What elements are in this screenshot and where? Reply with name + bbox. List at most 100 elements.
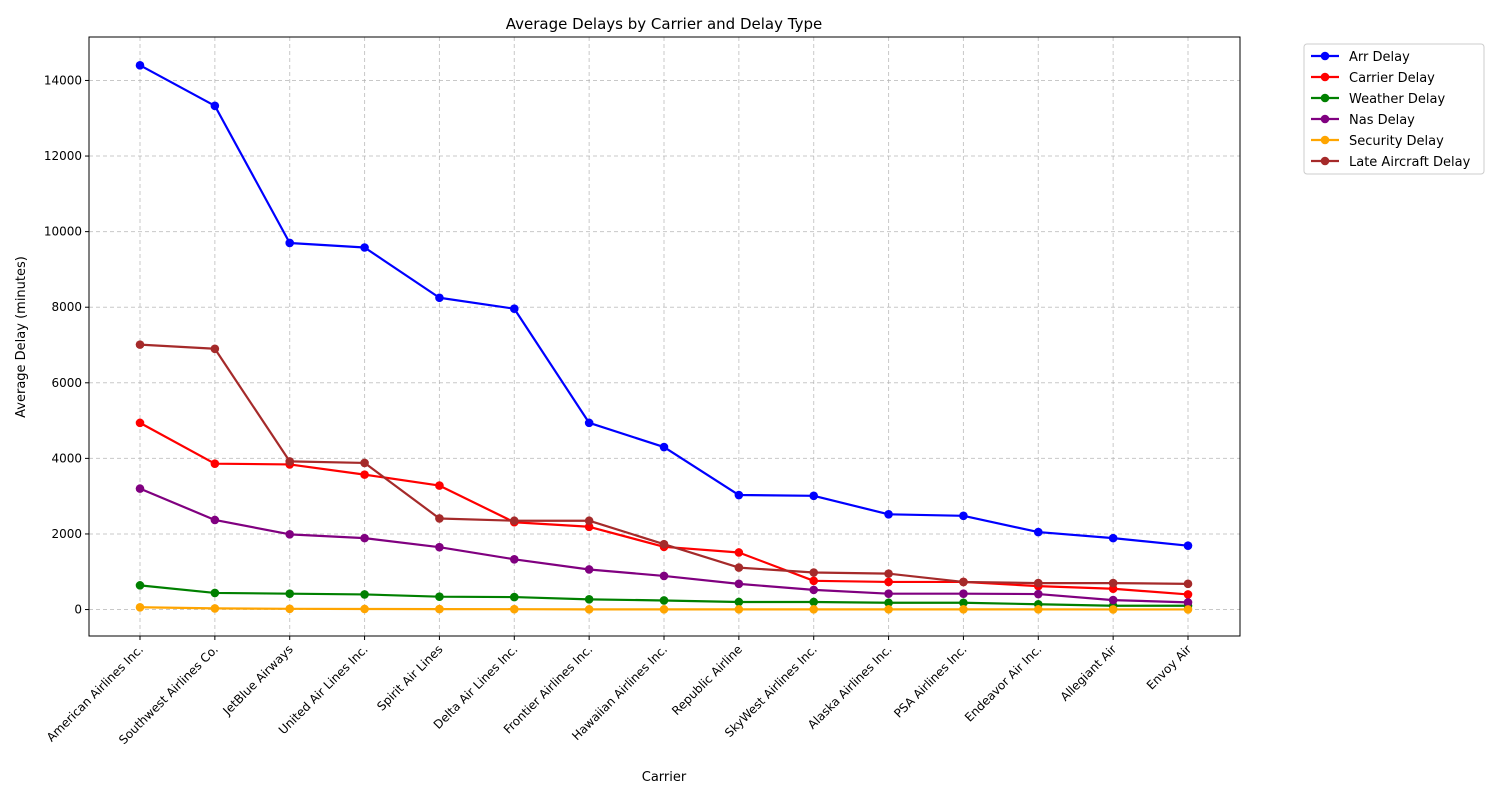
data-point	[210, 588, 220, 598]
data-point	[734, 579, 744, 589]
data-point	[1183, 590, 1193, 599]
data-point	[1108, 595, 1118, 605]
data-point	[809, 568, 819, 577]
y-tick-label: 8000	[51, 300, 82, 314]
series-nas-delay	[135, 484, 1193, 607]
data-point	[959, 577, 968, 587]
data-point	[884, 589, 893, 598]
data-point	[809, 576, 819, 586]
y-tick-label: 0	[74, 603, 82, 617]
legend-marker	[1320, 156, 1330, 166]
data-point	[1183, 605, 1193, 614]
data-point	[809, 605, 819, 614]
legend-box	[1303, 43, 1485, 175]
data-point	[1033, 605, 1043, 614]
data-point	[285, 589, 295, 598]
legend-marker	[1320, 51, 1330, 61]
legend: Arr Delay Carrier Delay Weather Delay Nas D…	[1303, 43, 1485, 175]
y-tick-label: 4000	[51, 451, 82, 465]
data-point	[435, 514, 444, 523]
data-point	[435, 293, 444, 303]
y-axis: 0 2000 4000 6000 8000 10000 12000 14000	[44, 73, 89, 617]
data-point	[1033, 527, 1043, 537]
data-point	[285, 238, 295, 248]
legend-marker	[1320, 114, 1330, 124]
data-point	[135, 484, 145, 493]
legend-label: Nas Delay	[1349, 113, 1415, 128]
data-point	[734, 605, 744, 614]
data-point	[1108, 578, 1118, 588]
data-point	[509, 554, 519, 564]
data-point	[435, 592, 444, 601]
series-late-aircraft-delay	[135, 340, 1193, 589]
data-point	[135, 61, 145, 70]
legend-label: Security Delay	[1349, 134, 1444, 149]
data-point	[959, 589, 968, 598]
data-point	[1033, 578, 1043, 588]
data-point	[135, 418, 145, 428]
x-tick-label: Republic Airline	[669, 642, 745, 718]
data-point	[435, 542, 444, 552]
data-point	[884, 569, 893, 578]
data-point	[809, 491, 819, 501]
data-point	[135, 340, 145, 349]
x-tick-label: Allegiant Air	[1058, 642, 1120, 704]
data-point	[509, 516, 519, 526]
series-security-delay	[135, 602, 1193, 614]
data-point	[435, 604, 444, 614]
data-point	[210, 459, 220, 468]
data-point	[959, 605, 968, 614]
x-tick-label: Endeavor Air Inc.	[962, 642, 1044, 724]
legend-marker	[1320, 135, 1330, 145]
legend-entry: Carrier Delay	[1311, 71, 1435, 86]
data-point	[734, 597, 744, 607]
data-point	[584, 522, 594, 532]
data-point	[659, 571, 669, 581]
legend-label: Late Aircraft Delay	[1349, 155, 1471, 170]
data-point	[1183, 541, 1193, 550]
y-tick-label: 12000	[44, 149, 82, 163]
data-point	[1108, 605, 1118, 614]
data-point	[210, 344, 220, 354]
data-point	[734, 548, 744, 557]
data-point	[884, 605, 893, 614]
x-axis: American Airlines Inc.Southwest Airlines…	[44, 636, 1194, 747]
legend-marker	[1320, 93, 1330, 103]
data-point	[959, 598, 968, 608]
data-point	[584, 595, 594, 604]
data-point	[809, 585, 819, 595]
legend-marker	[1320, 72, 1330, 82]
data-point	[285, 530, 295, 539]
legend-label: Arr Delay	[1349, 50, 1410, 65]
data-point	[210, 101, 220, 111]
data-point	[659, 442, 669, 452]
data-point	[584, 565, 594, 574]
y-axis-label: Average Delay (minutes)	[14, 256, 29, 418]
data-point	[1033, 589, 1043, 599]
data-point	[135, 581, 145, 590]
x-tick-label: Envoy Air	[1144, 642, 1194, 692]
data-point	[959, 511, 968, 521]
data-point	[509, 592, 519, 602]
data-point	[809, 597, 819, 607]
data-point	[1108, 533, 1118, 543]
data-point	[1183, 598, 1193, 607]
data-point	[884, 598, 893, 608]
data-point	[734, 490, 744, 500]
x-tick-label: Spirit Air Lines	[374, 642, 445, 713]
legend-entry: Late Aircraft Delay	[1311, 155, 1471, 170]
data-point	[360, 604, 369, 614]
data-point	[659, 605, 669, 614]
data-point	[360, 470, 369, 479]
x-axis-label: Carrier	[642, 770, 687, 785]
legend-entry: Arr Delay	[1311, 50, 1410, 65]
x-tick-label: JetBlue Airways	[219, 642, 295, 718]
legend-entry: Nas Delay	[1311, 113, 1415, 128]
legend-entry: Security Delay	[1311, 134, 1444, 149]
data-point	[659, 539, 669, 549]
data-point	[884, 577, 893, 587]
data-point	[435, 481, 444, 490]
y-tick-label: 6000	[51, 376, 82, 390]
chart-title: Average Delays by Carrier and Delay Type	[506, 15, 822, 33]
